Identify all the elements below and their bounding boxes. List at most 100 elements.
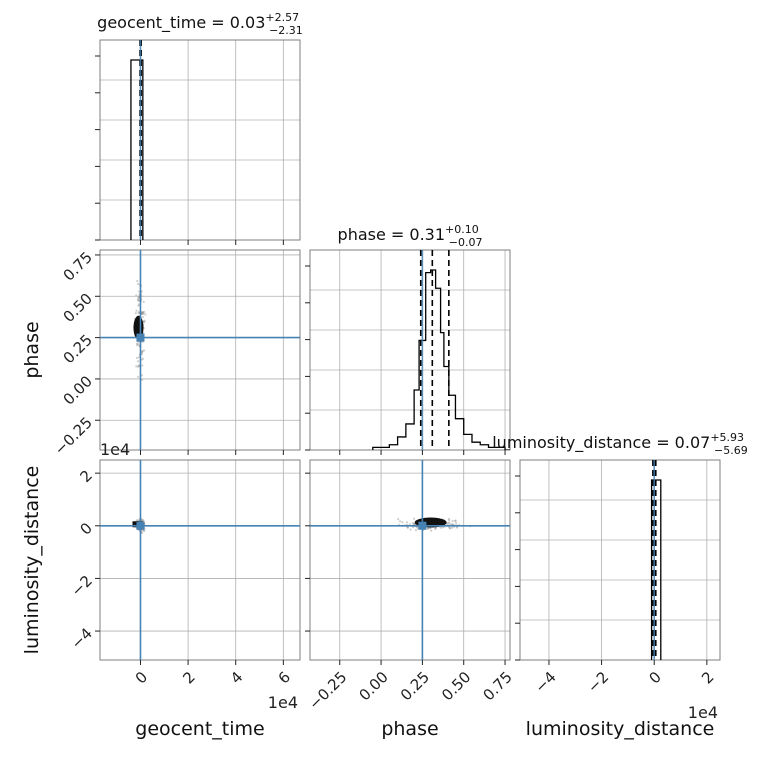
- axes-geocent_time-hist: [95, 39, 301, 245]
- panel-title: luminosity_distance = 0.07+5.93 −5.69: [492, 431, 748, 457]
- truth-marker: [418, 521, 427, 530]
- x-axis-label: geocent_time: [135, 718, 264, 740]
- title-minus: −5.69: [714, 444, 748, 457]
- sample-point: [137, 295, 140, 299]
- sample-point: [142, 529, 146, 532]
- axes-phase-vs-luminosity_distance: [305, 459, 511, 665]
- sample-point: [137, 303, 141, 306]
- sample-point: [137, 304, 140, 307]
- sample-point: [455, 526, 459, 529]
- sample-point: [135, 519, 138, 522]
- sample-point: [411, 522, 414, 525]
- x-tick-label: 2: [179, 668, 198, 687]
- title-main: luminosity_distance = 0.07: [492, 433, 710, 453]
- sample-point: [135, 365, 138, 368]
- sample-point: [143, 319, 146, 322]
- title-minus: −2.31: [269, 24, 303, 37]
- sample-point: [134, 312, 137, 315]
- y-tick-label: −2: [68, 572, 96, 600]
- sample-point: [137, 297, 140, 300]
- panel-title: phase = 0.31+0.10 −0.07: [338, 223, 483, 249]
- pair-clipped: [100, 250, 300, 450]
- title-main: geocent_time = 0.03: [97, 13, 265, 33]
- sample-point: [414, 529, 418, 532]
- histogram-phase: [372, 269, 510, 450]
- sample-point: [141, 316, 144, 319]
- y-tick-label: −0.25: [51, 414, 96, 459]
- sample-point: [141, 350, 144, 353]
- sample-point: [137, 311, 140, 315]
- axes-frame: [99, 459, 301, 661]
- sample-point: [136, 344, 139, 347]
- sample-point: [406, 526, 409, 529]
- sample-point: [449, 527, 452, 530]
- sample-point: [440, 526, 443, 529]
- title-main: phase = 0.31: [338, 225, 445, 244]
- sample-point: [401, 521, 404, 524]
- sample-point: [140, 351, 144, 354]
- y-tick-label: 2: [77, 466, 96, 485]
- title-plus: +0.10: [445, 223, 479, 236]
- sample-point: [140, 352, 144, 356]
- axes-frame: [309, 459, 511, 661]
- x-tick-label: 0.00: [355, 668, 391, 704]
- x-tick-label: 4: [227, 668, 246, 687]
- sample-point: [136, 279, 139, 283]
- y-tick-label: 0.50: [60, 290, 96, 326]
- sample-point: [137, 365, 140, 368]
- sample-point: [406, 526, 409, 529]
- hist-clipped: [372, 250, 510, 450]
- y-tick-label: 0.25: [60, 331, 96, 367]
- title-plus: +2.57: [265, 11, 299, 24]
- sample-point: [142, 300, 145, 303]
- sample-point: [136, 375, 140, 378]
- x-tick-label: 0.50: [438, 668, 474, 704]
- sample-point: [412, 517, 416, 520]
- sample-point: [137, 342, 140, 346]
- sample-point: [140, 378, 144, 381]
- sample-point: [454, 519, 457, 523]
- sample-point: [427, 527, 430, 530]
- sample-point: [430, 529, 433, 532]
- hist-clipped: [650, 460, 662, 660]
- axes-frame: [99, 39, 301, 241]
- axes-frame: [99, 249, 301, 451]
- sample-point: [137, 356, 141, 359]
- sample-point: [409, 528, 412, 531]
- hist-clipped: [130, 40, 144, 240]
- sample-point: [136, 360, 140, 363]
- sample-point: [142, 519, 145, 522]
- sample-point: [141, 310, 145, 314]
- sample-point: [451, 522, 454, 526]
- sample-point: [412, 522, 416, 525]
- sample-point: [429, 527, 432, 530]
- x-tick-label: −2: [584, 668, 612, 696]
- sample-point: [141, 312, 145, 315]
- sample-point: [137, 364, 140, 367]
- sample-point: [141, 311, 144, 314]
- sample-point: [448, 521, 451, 524]
- sample-point: [141, 364, 144, 367]
- panel-title: geocent_time = 0.03+2.57 −2.31: [97, 11, 303, 37]
- sample-point: [141, 518, 144, 522]
- x-tick-label: 0.75: [479, 668, 515, 704]
- axes-geocent_time-vs-luminosity_distance: [95, 459, 301, 665]
- sample-point: [448, 526, 451, 530]
- sample-point: [450, 526, 454, 529]
- truth-marker: [136, 333, 145, 342]
- sample-point: [454, 519, 457, 522]
- y-tick-label: 0: [77, 519, 96, 538]
- sample-point: [426, 527, 430, 530]
- sample-point: [442, 526, 445, 529]
- y-tick-label: 0.75: [60, 248, 96, 284]
- y-tick-label: −4: [68, 624, 96, 652]
- sample-point: [140, 350, 144, 353]
- y-axis-label: luminosity_distance: [21, 466, 43, 655]
- sample-point: [137, 299, 140, 302]
- pair-clipped: [310, 460, 510, 660]
- sample-point: [135, 342, 139, 345]
- sample-point: [447, 521, 450, 525]
- axes-phase-hist: [305, 249, 511, 455]
- x-tick-label: −4: [531, 668, 559, 696]
